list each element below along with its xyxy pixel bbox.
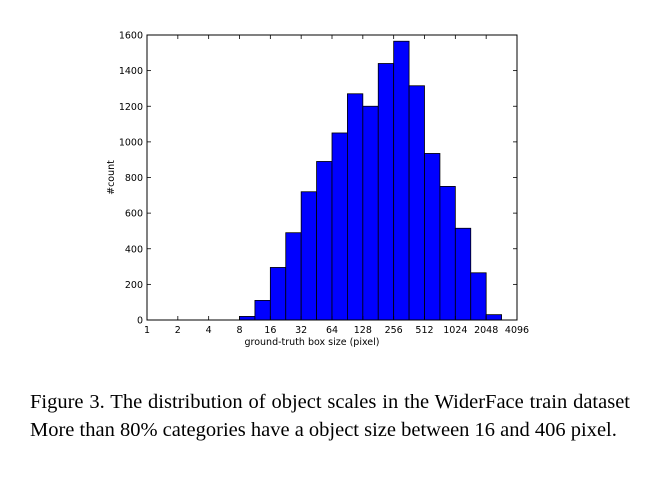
x-tick-label: 256 bbox=[385, 325, 403, 336]
x-tick-label: 128 bbox=[354, 325, 372, 336]
histogram-bar bbox=[439, 186, 456, 321]
y-tick-label: 200 bbox=[125, 280, 143, 291]
histogram-bar bbox=[470, 272, 487, 321]
x-tick-label: 512 bbox=[415, 325, 433, 336]
histogram-bar bbox=[239, 316, 256, 321]
histogram-bar bbox=[347, 93, 364, 321]
x-tick-label: 8 bbox=[236, 325, 242, 336]
x-tick-label: 2048 bbox=[474, 325, 498, 336]
histogram-bar bbox=[254, 300, 271, 321]
histogram-bar bbox=[316, 161, 333, 321]
y-tick-label: 1600 bbox=[119, 31, 143, 42]
figure-caption: Figure 3. The distribution of object sca… bbox=[30, 391, 630, 441]
y-tick-label: 1000 bbox=[119, 137, 143, 148]
y-tick-label: 1200 bbox=[119, 102, 143, 113]
y-tick-label: 1400 bbox=[119, 66, 143, 77]
y-tick-label: 600 bbox=[125, 209, 143, 220]
histogram-bar bbox=[285, 232, 302, 321]
x-tick-label: 1024 bbox=[443, 325, 467, 336]
histogram-bar bbox=[454, 227, 472, 321]
histogram-bar bbox=[362, 105, 379, 321]
y-tick-label: 0 bbox=[137, 316, 143, 327]
y-tick-label: 400 bbox=[125, 244, 143, 255]
x-tick-label: 32 bbox=[295, 325, 307, 336]
histogram-bar bbox=[377, 63, 395, 321]
histogram-bar bbox=[269, 267, 287, 321]
histogram-chart: 1 2 4 8 16 32 64 128 256 512 1024 2048 4096 0 200 400 60… bbox=[106, 31, 529, 349]
histogram-bar bbox=[300, 191, 317, 321]
histogram-bar bbox=[424, 153, 441, 321]
histogram-bar bbox=[393, 40, 410, 321]
x-tick-label: 64 bbox=[326, 325, 338, 336]
x-tick-label: 4096 bbox=[505, 325, 529, 336]
x-axis-label: ground-truth box size (pixel) bbox=[245, 337, 380, 348]
histogram-bar bbox=[485, 314, 502, 321]
y-axis-label: #count bbox=[106, 160, 117, 195]
x-tick-label: 2 bbox=[175, 325, 181, 336]
histogram-bar bbox=[408, 85, 425, 321]
histogram-bar bbox=[331, 132, 348, 321]
y-tick-label: 800 bbox=[125, 173, 143, 184]
x-tick-label: 4 bbox=[206, 325, 212, 336]
x-tick-label: 16 bbox=[264, 325, 276, 336]
x-tick-label: 1 bbox=[144, 325, 150, 336]
